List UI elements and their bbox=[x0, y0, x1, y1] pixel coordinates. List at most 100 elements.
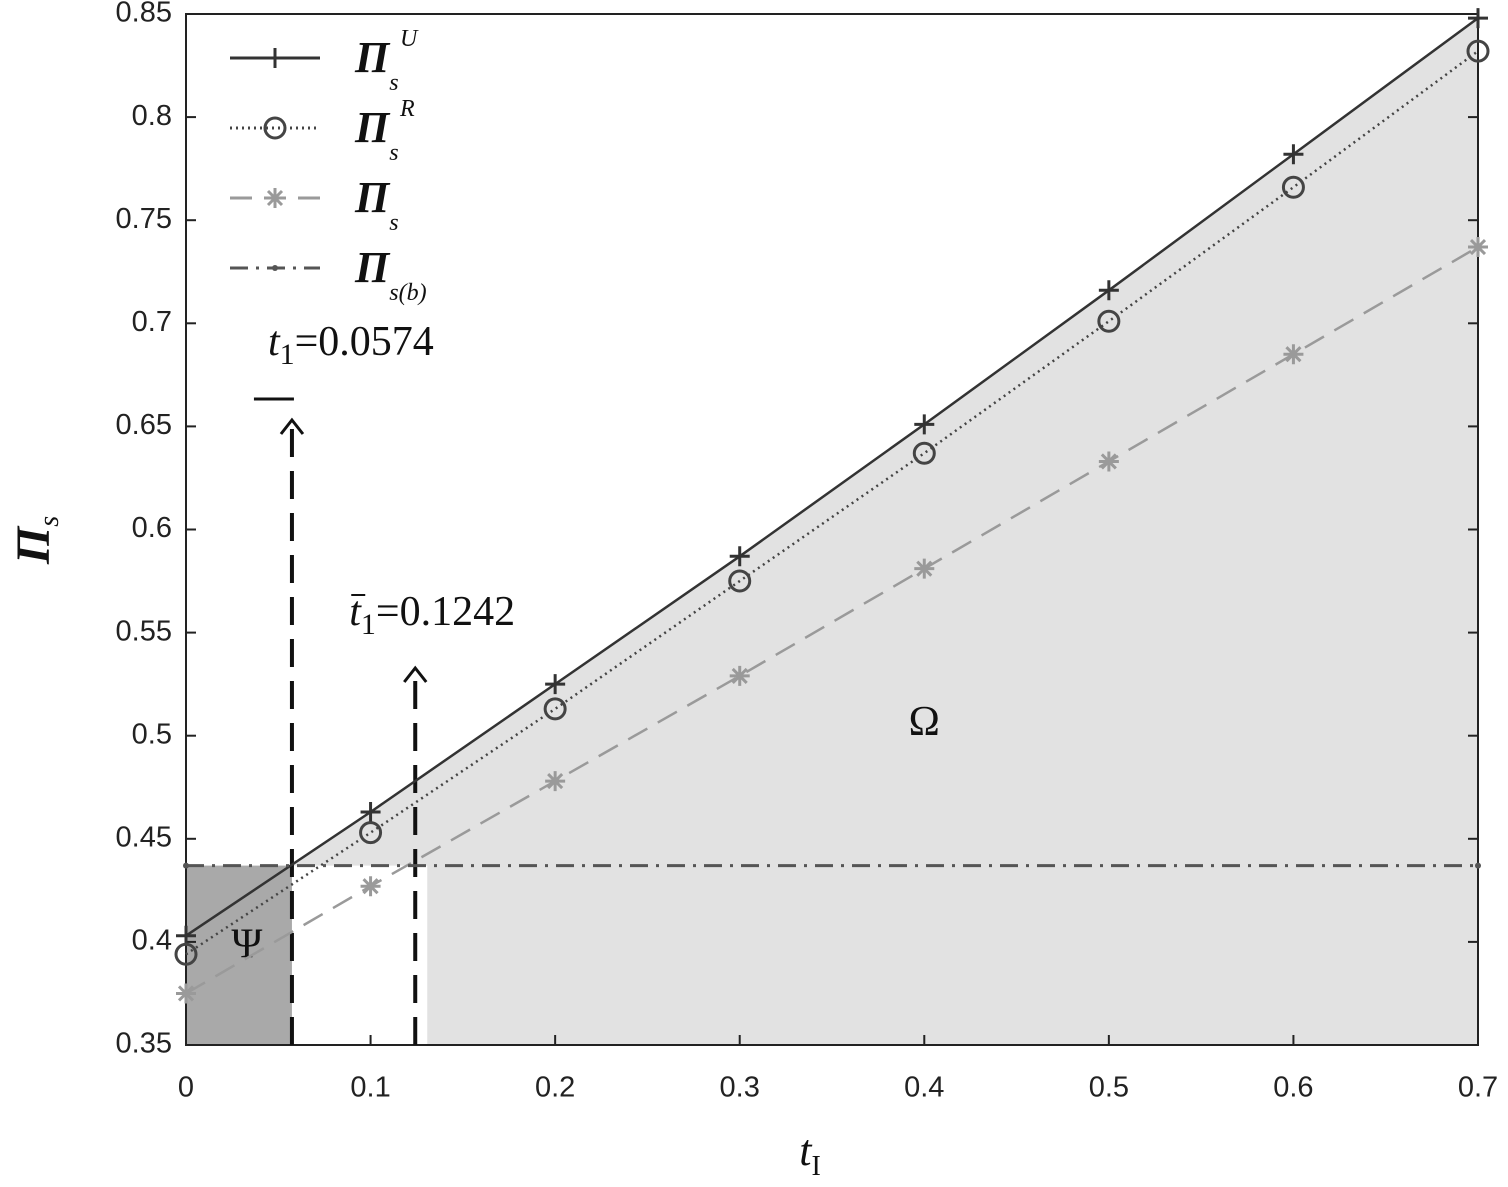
y-tick-label: 0.6 bbox=[132, 512, 172, 544]
y-axis-label-main: Π bbox=[7, 525, 60, 565]
data-point bbox=[1098, 280, 1119, 301]
marker-shape bbox=[912, 441, 936, 465]
x-tick-label: 0.1 bbox=[350, 1072, 390, 1104]
y-axis-label-sub: s bbox=[34, 516, 65, 527]
y-tick-label: 0.5 bbox=[132, 718, 172, 750]
arrow-head bbox=[403, 665, 428, 683]
data-point bbox=[545, 771, 566, 792]
annotation-value: =0.1242 bbox=[376, 589, 515, 635]
y-tick-label: 0.85 bbox=[116, 0, 172, 29]
data-point bbox=[360, 801, 381, 822]
marker-shape bbox=[360, 876, 381, 897]
marker-shape bbox=[265, 48, 285, 68]
data-point bbox=[729, 665, 750, 686]
marker-shape bbox=[1281, 175, 1305, 199]
marker-shape bbox=[183, 862, 189, 869]
data-point bbox=[272, 265, 278, 271]
legend-label-sup: U bbox=[400, 26, 419, 52]
data-point bbox=[265, 48, 285, 68]
data-point bbox=[1098, 451, 1119, 472]
legend-label: ΠsU bbox=[354, 26, 419, 96]
marker-shape bbox=[1475, 862, 1481, 869]
data-point bbox=[1281, 175, 1305, 199]
annotation-subscript: 1 bbox=[361, 608, 376, 641]
data-point bbox=[1468, 237, 1488, 258]
marker-shape bbox=[1283, 144, 1304, 165]
x-axis-label: tI bbox=[799, 1126, 821, 1182]
marker-shape bbox=[1468, 8, 1488, 29]
data-point bbox=[914, 414, 935, 435]
data-point bbox=[1466, 39, 1490, 63]
y-tick-label: 0.55 bbox=[116, 615, 172, 647]
data-point bbox=[263, 116, 287, 140]
marker-shape bbox=[543, 697, 567, 721]
marker-shape bbox=[176, 925, 196, 946]
y-tick-label: 0.35 bbox=[116, 1028, 172, 1060]
data-point bbox=[545, 674, 566, 695]
data-point bbox=[1283, 144, 1304, 165]
y-tick-label: 0.75 bbox=[116, 203, 172, 235]
data-point bbox=[183, 862, 189, 869]
data-point bbox=[176, 983, 196, 1004]
data-point bbox=[174, 942, 198, 966]
y-axis-label: Πs bbox=[7, 516, 65, 565]
region-psi bbox=[186, 865, 292, 1045]
legend-label-sub: s(b) bbox=[389, 280, 426, 306]
series-line bbox=[185, 245, 1479, 995]
marker-shape bbox=[360, 801, 381, 822]
data-point bbox=[176, 925, 196, 946]
region-omega bbox=[290, 18, 1479, 1045]
annotation-subscript: 1 bbox=[280, 338, 295, 371]
legend-label-main: Π bbox=[354, 173, 391, 222]
x-axis-label-main: t bbox=[799, 1126, 813, 1175]
y-tick-label: 0.45 bbox=[116, 821, 172, 853]
marker-shape bbox=[1283, 344, 1304, 365]
series-line bbox=[185, 17, 1479, 937]
legend-label-sup: R bbox=[399, 96, 415, 122]
marker-shape bbox=[265, 188, 285, 208]
x-tick-label: 0.5 bbox=[1089, 1072, 1129, 1104]
legend-label-sub: s bbox=[389, 210, 398, 236]
annotation-symbol: t bbox=[268, 319, 281, 365]
marker-shape bbox=[1098, 451, 1119, 472]
y-tick-label: 0.7 bbox=[132, 306, 172, 338]
marker-shape bbox=[176, 983, 196, 1004]
legend-label: Πs(b) bbox=[354, 243, 427, 305]
data-point bbox=[1097, 309, 1121, 333]
legend-label: Πs bbox=[354, 173, 399, 235]
data-point bbox=[914, 558, 935, 579]
data-point bbox=[360, 876, 381, 897]
marker-shape bbox=[263, 116, 287, 140]
region-label: Ψ bbox=[231, 922, 262, 968]
data-point bbox=[912, 441, 936, 465]
y-tick-label: 0.8 bbox=[132, 100, 172, 132]
marker-shape bbox=[914, 558, 935, 579]
data-point bbox=[265, 188, 285, 208]
marker-shape bbox=[545, 771, 566, 792]
marker-shape bbox=[545, 674, 566, 695]
region-label: Ω bbox=[909, 699, 940, 745]
data-point bbox=[729, 546, 750, 567]
x-tick-label: 0.7 bbox=[1458, 1072, 1498, 1104]
x-tick-label: 0.3 bbox=[720, 1072, 760, 1104]
marker-shape bbox=[1097, 309, 1121, 333]
x-tick-label: 0 bbox=[178, 1072, 194, 1104]
x-tick-label: 0.2 bbox=[535, 1072, 575, 1104]
marker-shape bbox=[1466, 39, 1490, 63]
annotation-label: t1=0.1242 bbox=[349, 589, 515, 641]
x-tick-label: 0.6 bbox=[1273, 1072, 1313, 1104]
arrow-head bbox=[279, 417, 305, 435]
legend-label: ΠsR bbox=[354, 96, 415, 166]
marker-shape bbox=[359, 821, 383, 845]
data-point bbox=[359, 821, 383, 845]
marker-shape bbox=[1468, 237, 1488, 258]
marker-shape bbox=[174, 942, 198, 966]
plot-frame bbox=[185, 13, 1479, 1046]
marker-shape bbox=[1098, 280, 1119, 301]
annotation-symbol: t bbox=[349, 589, 362, 635]
data-point bbox=[1468, 8, 1488, 29]
annotation-label: t1=0.0574 bbox=[268, 319, 434, 371]
series-line bbox=[185, 50, 1479, 956]
x-axis-label-sub: I bbox=[811, 1151, 820, 1182]
